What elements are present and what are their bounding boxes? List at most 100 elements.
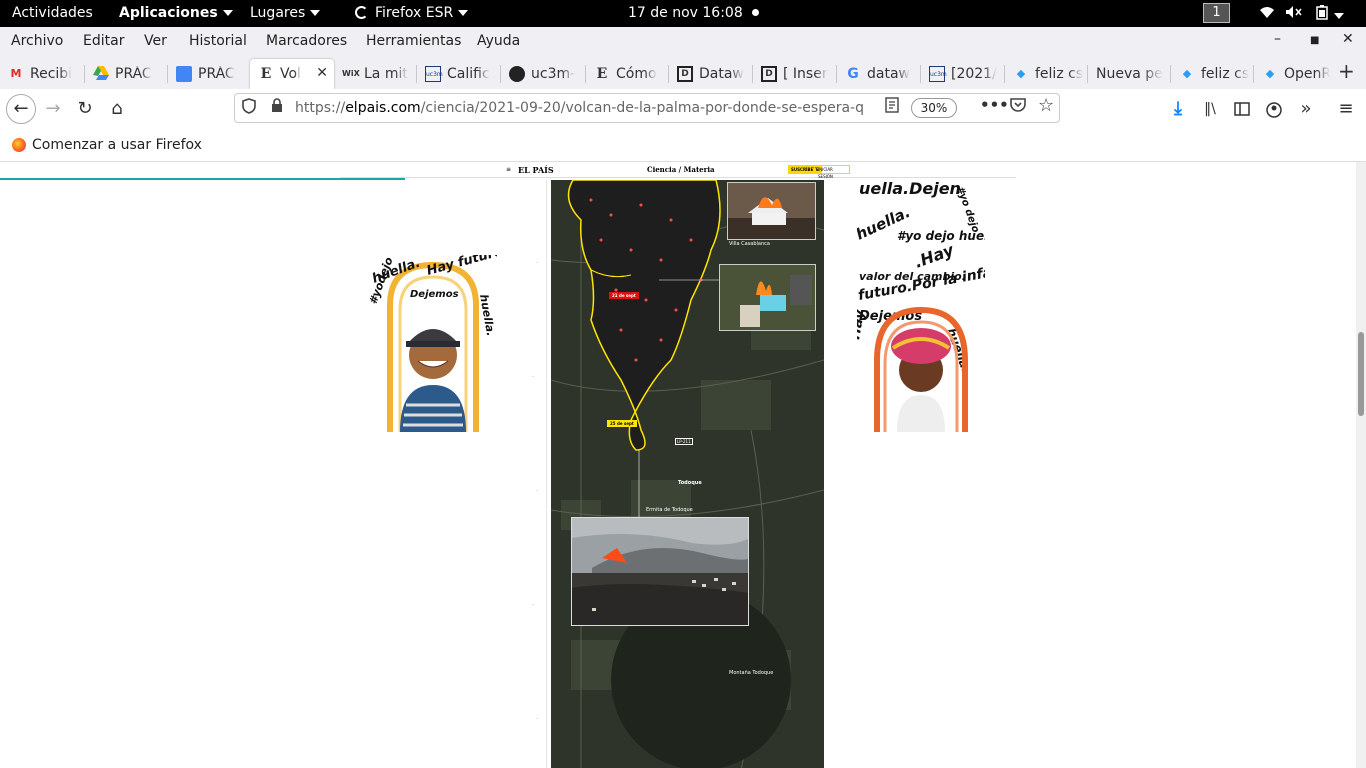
tab-datawrapper-2[interactable]: D[ Inser bbox=[753, 59, 836, 89]
forward-arrow-icon[interactable]: → bbox=[45, 98, 61, 119]
minimize-icon[interactable]: – bbox=[1274, 31, 1281, 47]
axis-tick: – bbox=[536, 716, 538, 721]
caret-down-icon bbox=[222, 10, 233, 16]
svg-text:uella.Dejen: uella.Dejen bbox=[859, 180, 961, 198]
tab-wix[interactable]: WiX La mit bbox=[342, 66, 408, 82]
axis-tick: – bbox=[532, 374, 534, 379]
drive-icon bbox=[93, 66, 109, 82]
reading-progress-bar bbox=[0, 178, 405, 180]
diamond-icon: ◆ bbox=[1182, 67, 1192, 80]
elpais-icon: E bbox=[596, 66, 608, 82]
photo-eruption-aerial[interactable] bbox=[571, 517, 749, 626]
close-window-icon[interactable]: ✕ bbox=[1342, 31, 1354, 47]
todoque-label: Todoque bbox=[678, 480, 702, 486]
tab-docs[interactable]: PRÁC bbox=[168, 59, 250, 89]
library-icon[interactable]: ‖\ bbox=[1204, 101, 1216, 117]
hamburger-menu-icon[interactable]: ≡ bbox=[1338, 98, 1354, 119]
tab-openr[interactable]: ◆ OpenR bbox=[1254, 59, 1330, 89]
tab-drive[interactable]: PRÁC bbox=[85, 59, 167, 89]
diamond-icon: ◆ bbox=[1265, 67, 1275, 80]
battery-icon[interactable] bbox=[1316, 5, 1328, 24]
ad-left-boy[interactable]: huella. Hay futuro #yodejo huella. Dejem… bbox=[370, 255, 497, 432]
menu-marcadores[interactable]: Marcadores bbox=[266, 33, 348, 49]
subscribe-button[interactable]: SUSCRÍBETE bbox=[788, 165, 822, 174]
menu-herramientas[interactable]: Herramientas bbox=[366, 33, 462, 49]
volume-muted-icon[interactable] bbox=[1285, 5, 1303, 23]
elpais-header: ≡ EL PAÍS Ciencia / Materia SUSCRÍBETE I… bbox=[340, 162, 1016, 179]
ad-right-girl[interactable]: uella.Dejen #yo dejo huella. #yo dejo hu… bbox=[857, 180, 985, 432]
elpais-icon: E bbox=[260, 66, 272, 82]
tab-feliz-2[interactable]: ◆ feliz cs bbox=[1171, 59, 1253, 89]
sidebar-icon[interactable] bbox=[1229, 97, 1255, 123]
axis-tick: – bbox=[536, 488, 538, 493]
tracking-protection-shield-icon[interactable] bbox=[242, 98, 256, 118]
reader-view-icon[interactable] bbox=[885, 97, 899, 117]
login-button[interactable]: INICIAR SESIÓN bbox=[814, 165, 850, 179]
activities-button[interactable]: Actividades bbox=[12, 5, 93, 21]
home-icon[interactable]: ⌂ bbox=[111, 98, 123, 119]
axis-tick: – bbox=[536, 260, 538, 265]
bookmark-star-icon[interactable]: ☆ bbox=[1038, 95, 1055, 116]
url-bar[interactable]: https://elpais.com/ciencia/2021-09-20/vo… bbox=[234, 93, 1060, 123]
menu-archivo[interactable]: Archivo bbox=[11, 33, 64, 49]
elpais-logo[interactable]: EL PAÍS bbox=[518, 165, 554, 175]
applications-menu[interactable]: Aplicaciones bbox=[119, 5, 233, 21]
bookmarks-toolbar: Comenzar a usar Firefox bbox=[0, 129, 1366, 162]
hamburger-small-icon[interactable]: ≡ bbox=[506, 166, 512, 173]
lock-icon[interactable] bbox=[271, 97, 283, 117]
page-actions-icon[interactable]: ••• bbox=[980, 96, 1009, 114]
firefox-small-icon bbox=[355, 6, 368, 19]
section-title[interactable]: Ciencia / Materia bbox=[647, 165, 715, 174]
menu-ver[interactable]: Ver bbox=[144, 33, 167, 49]
zoom-level-button[interactable]: 30% bbox=[911, 98, 957, 118]
app-menu[interactable]: Firefox ESR bbox=[355, 5, 469, 21]
gmail-icon: M bbox=[10, 67, 22, 80]
scrollbar-thumb[interactable] bbox=[1358, 332, 1364, 416]
menu-ayuda[interactable]: Ayuda bbox=[477, 33, 521, 49]
photo-villa-casablanca[interactable] bbox=[727, 182, 816, 240]
tab-gmail[interactable]: M Recibi bbox=[0, 59, 84, 89]
workspace-indicator[interactable]: 1 bbox=[1203, 3, 1230, 23]
tab-elpais-como[interactable]: E Cómo bbox=[586, 59, 668, 89]
photo-pool-house-fire[interactable] bbox=[719, 264, 816, 331]
account-icon[interactable] bbox=[1261, 97, 1287, 123]
page-scrollbar[interactable] bbox=[1356, 162, 1366, 768]
wix-icon: WiX bbox=[342, 69, 360, 78]
maximize-icon[interactable]: ■ bbox=[1310, 35, 1320, 46]
datawrapper-icon: D bbox=[677, 66, 693, 82]
system-menu-caret-icon[interactable] bbox=[1334, 8, 1344, 23]
bookmark-comenzar[interactable]: Comenzar a usar Firefox bbox=[32, 137, 202, 153]
pocket-icon[interactable] bbox=[1010, 97, 1026, 116]
docs-icon bbox=[176, 66, 192, 82]
date-tag-25-sept: 25 de sept bbox=[607, 420, 637, 427]
firefox-chrome: Archivo Editar Ver Historial Marcadores … bbox=[0, 27, 1366, 162]
tab-github[interactable]: uc3m- bbox=[501, 59, 585, 89]
url-text[interactable]: https://elpais.com/ciencia/2021-09-20/vo… bbox=[295, 100, 864, 116]
date-tag-21-sept: 21 de sept bbox=[609, 292, 639, 299]
places-menu[interactable]: Lugares bbox=[250, 5, 321, 21]
overflow-chevron-icon[interactable]: » bbox=[1300, 98, 1312, 119]
tab-uc3m-calif[interactable]: uc3m Calific bbox=[425, 66, 490, 82]
lava-flow-map[interactable]: Villa Casablanca 21 de sept 25 de sept L… bbox=[551, 180, 824, 768]
tab-nueva-pestana[interactable]: Nueva pe bbox=[1096, 66, 1163, 82]
axis-tick: – bbox=[532, 602, 534, 607]
clock[interactable]: 17 de nov 16:08 bbox=[628, 5, 743, 21]
back-arrow-icon[interactable]: ← bbox=[6, 94, 36, 124]
reload-icon[interactable]: ↻ bbox=[77, 98, 93, 119]
downloads-icon[interactable]: ⤓ bbox=[1174, 98, 1182, 119]
menu-historial[interactable]: Historial bbox=[189, 33, 247, 49]
tab-feliz-1[interactable]: ◆ feliz cs bbox=[1005, 59, 1087, 89]
diamond-icon: ◆ bbox=[1016, 67, 1026, 80]
tab-elpais-volcan[interactable]: E Vol ✕ bbox=[250, 59, 334, 89]
navigation-toolbar: ← → ↻ ⌂ https://elpais.com/ciencia/2021-… bbox=[0, 89, 1366, 129]
new-tab-plus-icon[interactable]: + bbox=[1338, 59, 1355, 83]
menu-editar[interactable]: Editar bbox=[83, 33, 125, 49]
tab-datawrapper-1[interactable]: D Dataw bbox=[669, 59, 752, 89]
svg-text:#yo dejo huella: #yo dejo huella bbox=[897, 229, 985, 243]
tab-uc3m-2021[interactable]: uc3m [2021/ bbox=[929, 66, 997, 82]
menu-bar: Archivo Editar Ver Historial Marcadores … bbox=[0, 27, 1366, 57]
close-tab-icon[interactable]: ✕ bbox=[316, 65, 328, 81]
page-viewport[interactable]: ≡ EL PAÍS Ciencia / Materia SUSCRÍBETE I… bbox=[0, 162, 1356, 768]
wifi-icon[interactable] bbox=[1259, 5, 1275, 23]
